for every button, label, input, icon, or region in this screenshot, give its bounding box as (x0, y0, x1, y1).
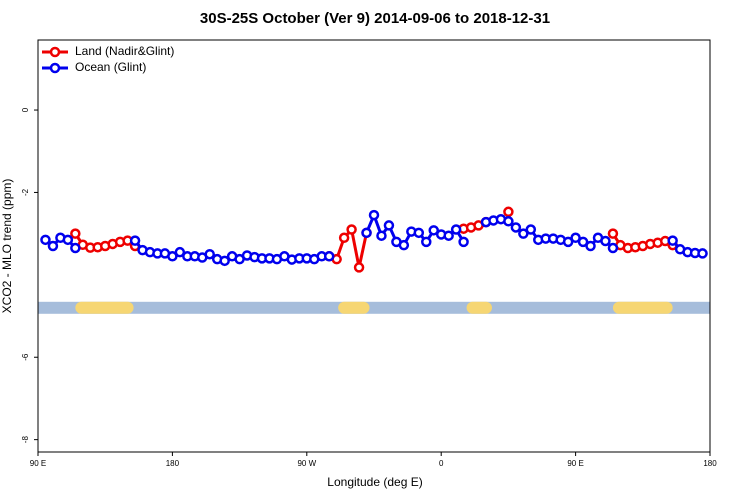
data-point (398, 239, 410, 251)
data-point (47, 240, 59, 252)
y-tick-label: -2 (21, 188, 30, 196)
y-tick-label: 0 (21, 107, 30, 112)
chart-title: 30S-25S October (Ver 9) 2014-09-06 to 20… (200, 10, 550, 27)
data-point (503, 216, 514, 227)
data-point (353, 262, 365, 273)
data-point (129, 235, 141, 246)
data-point (577, 236, 589, 248)
data-point (518, 228, 529, 239)
data-point (323, 251, 335, 262)
y-tick-label: -8 (21, 436, 30, 444)
data-point (413, 227, 425, 239)
data-point (607, 242, 619, 254)
data-point (428, 225, 439, 236)
x-tick-label: 90 W (297, 459, 316, 468)
data-point (219, 255, 230, 267)
data-point (204, 248, 215, 260)
data-point (40, 234, 51, 246)
data-point (570, 232, 581, 244)
data-point (562, 236, 574, 248)
land-ocean-band (38, 301, 710, 314)
data-point (70, 242, 81, 254)
data-point (510, 222, 522, 233)
plot-area (40, 206, 708, 273)
data-point (338, 232, 350, 244)
legend: Land (Nadir&Glint) Ocean (Glint) (42, 44, 174, 74)
legend-label: Ocean (Glint) (75, 60, 146, 74)
data-point (458, 236, 469, 248)
ocean-band (38, 301, 710, 314)
data-point (174, 246, 186, 258)
data-point (167, 251, 178, 262)
land-band (466, 301, 492, 314)
x-axis-label: Longitude (deg E) (327, 475, 422, 489)
y-axis-label: XCO2 - MLO trend (ppm) (0, 179, 14, 314)
x-tick-label: 90 E (567, 459, 583, 468)
land-band (75, 301, 134, 314)
data-point (368, 209, 380, 221)
land-band (612, 301, 673, 314)
x-tick-label: 180 (166, 459, 180, 468)
legend-label: Land (Nadir&Glint) (75, 44, 174, 58)
data-point (421, 236, 432, 248)
data-point (585, 240, 596, 252)
data-point (450, 224, 462, 235)
legend-marker (49, 46, 61, 58)
data-point (383, 220, 395, 231)
data-point (361, 227, 372, 239)
land-band (338, 301, 370, 314)
x-tick-label: 90 E (30, 459, 46, 468)
data-point (525, 224, 537, 235)
plot-frame (37, 39, 711, 453)
y-tick-label: -6 (21, 353, 30, 361)
data-point (443, 230, 454, 241)
data-point (62, 234, 74, 246)
data-point (376, 230, 387, 241)
x-tick-label: 180 (703, 459, 717, 468)
x-tick-label: 0 (439, 459, 444, 468)
data-point (503, 206, 514, 218)
data-point (697, 248, 708, 259)
data-point (70, 228, 81, 239)
data-point (607, 228, 619, 239)
data-point (600, 235, 611, 247)
data-point (346, 224, 357, 235)
data-point (667, 235, 678, 246)
legend-marker (49, 62, 61, 74)
